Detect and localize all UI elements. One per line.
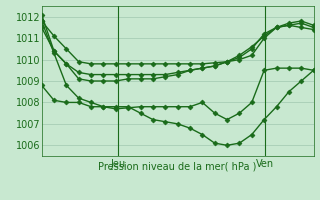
X-axis label: Pression niveau de la mer( hPa ): Pression niveau de la mer( hPa ) — [99, 162, 257, 172]
Text: Ven: Ven — [256, 159, 274, 169]
Text: Jeu: Jeu — [110, 159, 125, 169]
